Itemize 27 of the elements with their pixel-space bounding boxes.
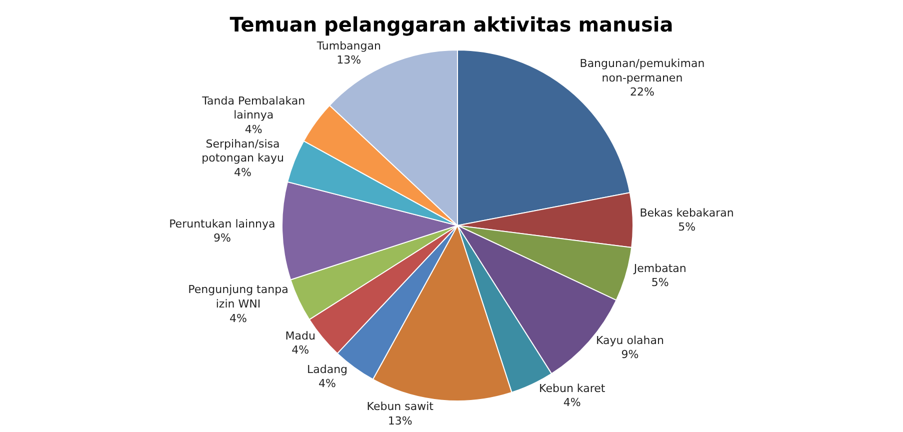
slice-label: Bangunan/pemukiman non-permanen — [580, 57, 705, 84]
slice-label: Tanda Pembalakan lainnya — [201, 94, 306, 122]
data-label: 9% — [213, 232, 231, 245]
chart-title: Temuan pelanggaran aktivitas manusia — [230, 12, 674, 36]
slice-label: Pengunjung tanpa izin WNI — [188, 283, 288, 310]
data-label: 5% — [678, 220, 696, 234]
data-label: 4% — [318, 377, 336, 390]
slice-label: Kebun karet — [539, 382, 606, 395]
slice-label: Jembatan — [632, 262, 686, 275]
data-label: 4% — [563, 396, 581, 410]
slice-label: Madu — [285, 329, 316, 342]
slice-label: Kayu olahan — [596, 334, 664, 347]
slice-label: Kebun sawit — [366, 400, 434, 414]
data-label: 22% — [630, 86, 654, 99]
data-label: 13% — [336, 54, 362, 67]
data-label: 13% — [388, 414, 412, 428]
data-label: 4% — [292, 344, 310, 357]
data-label: 5% — [651, 276, 669, 290]
slice-label: Ladang — [306, 362, 348, 376]
data-label: 4% — [230, 312, 247, 325]
data-label: 9% — [621, 348, 639, 362]
slice-label: Peruntukan lainnya — [169, 217, 276, 230]
data-label: 4% — [244, 122, 262, 136]
slice-label: Serpihan/sisa potongan kayu — [202, 137, 284, 165]
slice-label: Bekas kebakaran — [640, 206, 734, 220]
data-label: 4% — [234, 166, 252, 179]
slice-label: Tumbangan — [316, 39, 381, 52]
